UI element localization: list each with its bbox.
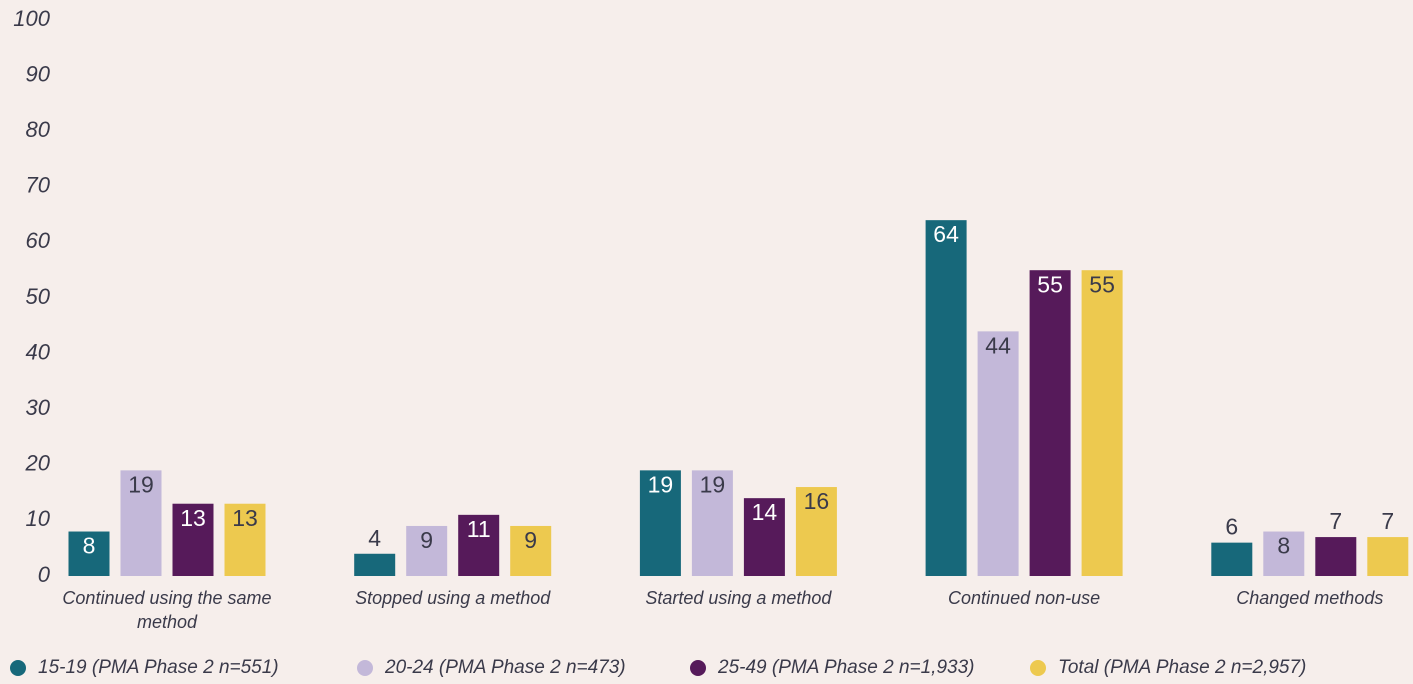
y-tick-label: 100 bbox=[13, 6, 50, 31]
legend-marker bbox=[690, 660, 706, 676]
legend-label: 15-19 (PMA Phase 2 n=551) bbox=[38, 657, 279, 678]
bar bbox=[1367, 537, 1409, 576]
y-tick-label: 10 bbox=[26, 506, 51, 531]
value-label: 7 bbox=[1381, 508, 1394, 534]
y-tick-label: 80 bbox=[26, 117, 51, 142]
bar bbox=[172, 503, 214, 576]
x-tick-label-box: Started using a method bbox=[645, 588, 832, 608]
x-tick-label: Continued using the same method bbox=[62, 588, 272, 632]
y-tick-label: 0 bbox=[38, 562, 51, 587]
bar bbox=[406, 525, 448, 576]
bar bbox=[691, 470, 733, 576]
x-tick-label: Started using a method bbox=[645, 588, 832, 608]
value-label: 14 bbox=[752, 499, 778, 525]
legend-marker bbox=[10, 660, 26, 676]
value-label: 9 bbox=[524, 527, 537, 553]
value-label: 55 bbox=[1089, 271, 1115, 297]
value-label: 19 bbox=[700, 471, 726, 497]
y-tick-label: 20 bbox=[25, 451, 51, 476]
x-tick-label-box: Continued using the same method bbox=[62, 588, 272, 632]
bar bbox=[458, 514, 500, 576]
value-label: 8 bbox=[83, 533, 96, 559]
bar bbox=[795, 487, 837, 576]
x-tick-label: Continued non-use bbox=[948, 588, 1101, 608]
x-tick-label-box: Continued non-use bbox=[948, 588, 1101, 608]
bar bbox=[1315, 537, 1357, 576]
value-label: 13 bbox=[232, 505, 258, 531]
bar bbox=[925, 220, 967, 576]
bar bbox=[510, 525, 552, 576]
bar bbox=[68, 531, 110, 576]
x-tick-label: Stopped using a method bbox=[355, 588, 551, 608]
value-label: 19 bbox=[128, 471, 154, 497]
legend-marker bbox=[1030, 660, 1046, 676]
y-tick-label: 60 bbox=[26, 228, 51, 253]
bar bbox=[1211, 542, 1253, 576]
y-tick-label: 40 bbox=[26, 339, 51, 364]
bar bbox=[743, 498, 785, 576]
value-label: 16 bbox=[804, 488, 830, 514]
value-label: 64 bbox=[933, 221, 959, 247]
legend-label: 25-49 (PMA Phase 2 n=1,933) bbox=[717, 657, 974, 678]
value-label: 55 bbox=[1037, 271, 1063, 297]
value-label: 44 bbox=[985, 332, 1011, 358]
bar bbox=[1029, 270, 1071, 576]
bar bbox=[977, 331, 1019, 576]
value-label: 13 bbox=[180, 505, 206, 531]
value-label: 11 bbox=[467, 516, 491, 542]
value-label: 4 bbox=[368, 525, 381, 551]
value-label: 7 bbox=[1329, 508, 1342, 534]
y-tick-label: 30 bbox=[26, 395, 51, 420]
y-tick-label: 70 bbox=[26, 173, 51, 198]
bar bbox=[224, 503, 266, 576]
bar bbox=[639, 470, 681, 576]
value-label: 9 bbox=[420, 527, 433, 553]
y-tick-label: 50 bbox=[26, 284, 51, 309]
legend-label: Total (PMA Phase 2 n=2,957) bbox=[1058, 657, 1306, 678]
value-label: 6 bbox=[1225, 514, 1238, 540]
value-label: 19 bbox=[648, 471, 674, 497]
y-tick-label: 90 bbox=[26, 61, 51, 86]
value-label: 8 bbox=[1277, 533, 1290, 559]
x-tick-label-box: Changed methods bbox=[1236, 588, 1384, 608]
bar bbox=[1263, 531, 1305, 576]
bar bbox=[354, 553, 396, 576]
legend-label: 20-24 (PMA Phase 2 n=473) bbox=[384, 657, 626, 678]
legend-marker bbox=[357, 660, 373, 676]
bar bbox=[120, 470, 162, 576]
bar bbox=[1081, 270, 1123, 576]
x-tick-label-box: Stopped using a method bbox=[355, 588, 551, 608]
x-tick-label: Changed methods bbox=[1236, 588, 1384, 608]
